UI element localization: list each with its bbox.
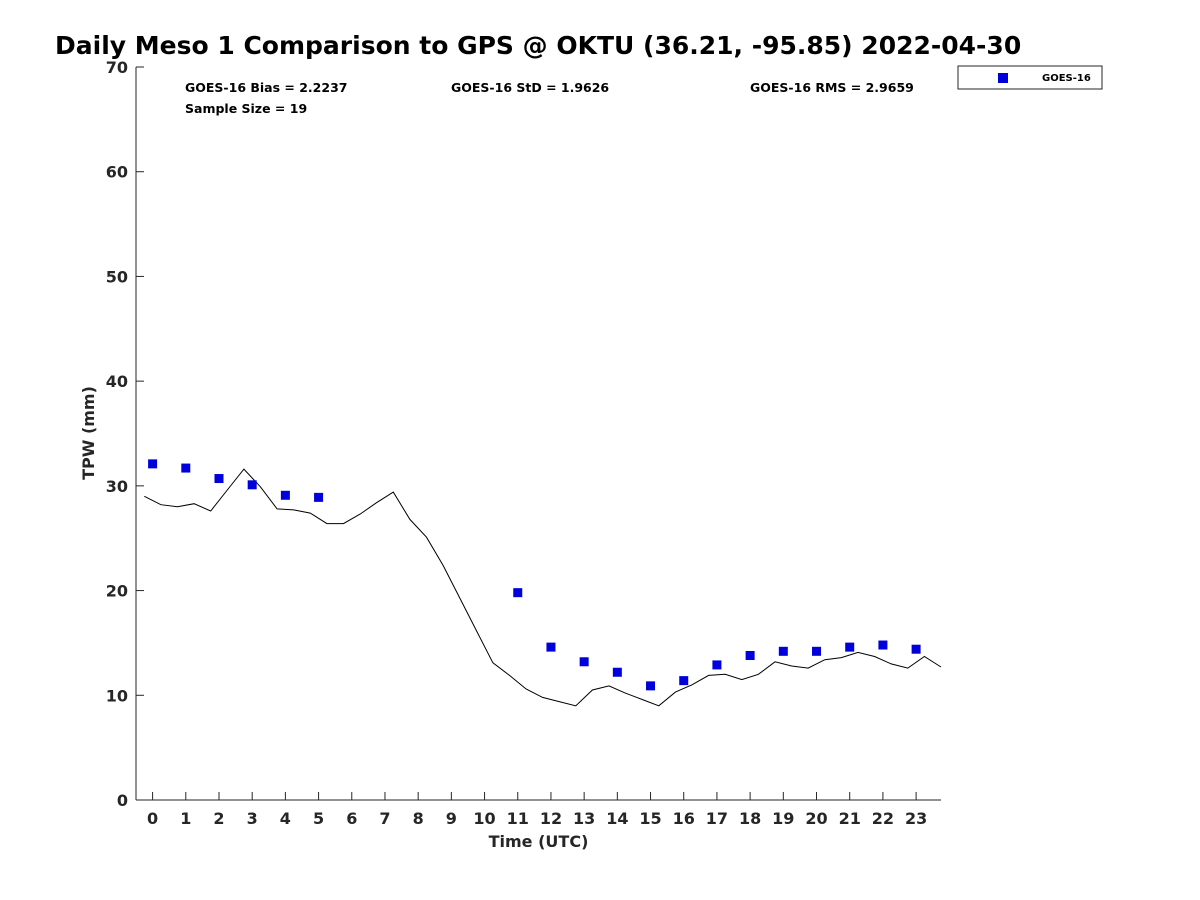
goes16-point — [214, 474, 224, 484]
x-tick-label: 22 — [872, 809, 894, 828]
goes16-point — [679, 676, 689, 686]
goes16-point — [612, 667, 622, 677]
goes16-point — [280, 490, 290, 500]
x-tick-label: 18 — [739, 809, 761, 828]
y-tick-label: 50 — [106, 267, 128, 286]
x-tick-label: 20 — [805, 809, 827, 828]
goes16-point — [745, 650, 755, 660]
goes16-point — [778, 646, 788, 656]
y-axis-label: TPW (mm) — [79, 386, 98, 480]
x-axis-label: Time (UTC) — [489, 832, 589, 851]
goes16-point — [148, 459, 158, 469]
x-tick-label: 6 — [346, 809, 357, 828]
goes16-point — [579, 657, 589, 667]
x-tick-label: 2 — [213, 809, 224, 828]
y-tick-label: 30 — [106, 477, 128, 496]
chart-title: Daily Meso 1 Comparison to GPS @ OKTU (3… — [55, 31, 1021, 60]
goes16-point — [712, 660, 722, 670]
y-tick-label: 70 — [106, 58, 128, 77]
x-tick-label: 17 — [706, 809, 728, 828]
y-tick-label: 20 — [106, 582, 128, 601]
goes16-points-layer — [148, 459, 921, 691]
stat-rms: GOES-16 RMS = 2.9659 — [750, 80, 914, 95]
goes16-point — [845, 642, 855, 652]
x-tick-label: 9 — [446, 809, 457, 828]
goes16-point — [546, 642, 556, 652]
legend-marker-goes16 — [998, 73, 1008, 83]
x-tick-label: 12 — [540, 809, 562, 828]
x-tick-label: 10 — [473, 809, 495, 828]
goes16-point — [911, 644, 921, 654]
x-tick-label: 1 — [180, 809, 191, 828]
x-tick-label: 23 — [905, 809, 927, 828]
x-tick-label: 21 — [839, 809, 861, 828]
y-tick-label: 10 — [106, 686, 128, 705]
x-tick-label: 13 — [573, 809, 595, 828]
x-tick-label: 16 — [673, 809, 695, 828]
x-tick-label: 5 — [313, 809, 324, 828]
x-tick-label: 4 — [280, 809, 291, 828]
x-tick-label: 15 — [639, 809, 661, 828]
goes16-point — [247, 480, 257, 490]
gps-tpw-line — [144, 468, 942, 707]
y-tick-label: 40 — [106, 372, 128, 391]
stat-bias: GOES-16 Bias = 2.2237 — [185, 80, 347, 95]
stat-std: GOES-16 StD = 1.9626 — [451, 80, 609, 95]
x-tick-label: 14 — [606, 809, 628, 828]
y-tick-label: 0 — [117, 791, 128, 810]
goes16-point — [513, 588, 523, 598]
gps-line-layer — [144, 468, 942, 707]
x-tick-label: 19 — [772, 809, 794, 828]
goes16-point — [181, 463, 191, 473]
x-tick-label: 3 — [247, 809, 258, 828]
legend-label-goes16: GOES-16 — [1042, 73, 1091, 84]
goes16-point — [878, 640, 888, 650]
goes16-point — [314, 492, 324, 502]
y-tick-label: 60 — [106, 163, 128, 182]
x-tick-label: 0 — [147, 809, 158, 828]
x-tick-label: 11 — [507, 809, 529, 828]
goes16-point — [812, 646, 822, 656]
x-tick-label: 7 — [379, 809, 390, 828]
stats-box: GOES-16 Bias = 2.2237 GOES-16 StD = 1.96… — [185, 80, 914, 116]
x-tick-label: 8 — [413, 809, 424, 828]
legend: GOES-16 — [957, 65, 1103, 90]
legend-box — [957, 65, 1103, 90]
goes16-point — [646, 681, 656, 691]
stat-sample-size: Sample Size = 19 — [185, 101, 307, 116]
